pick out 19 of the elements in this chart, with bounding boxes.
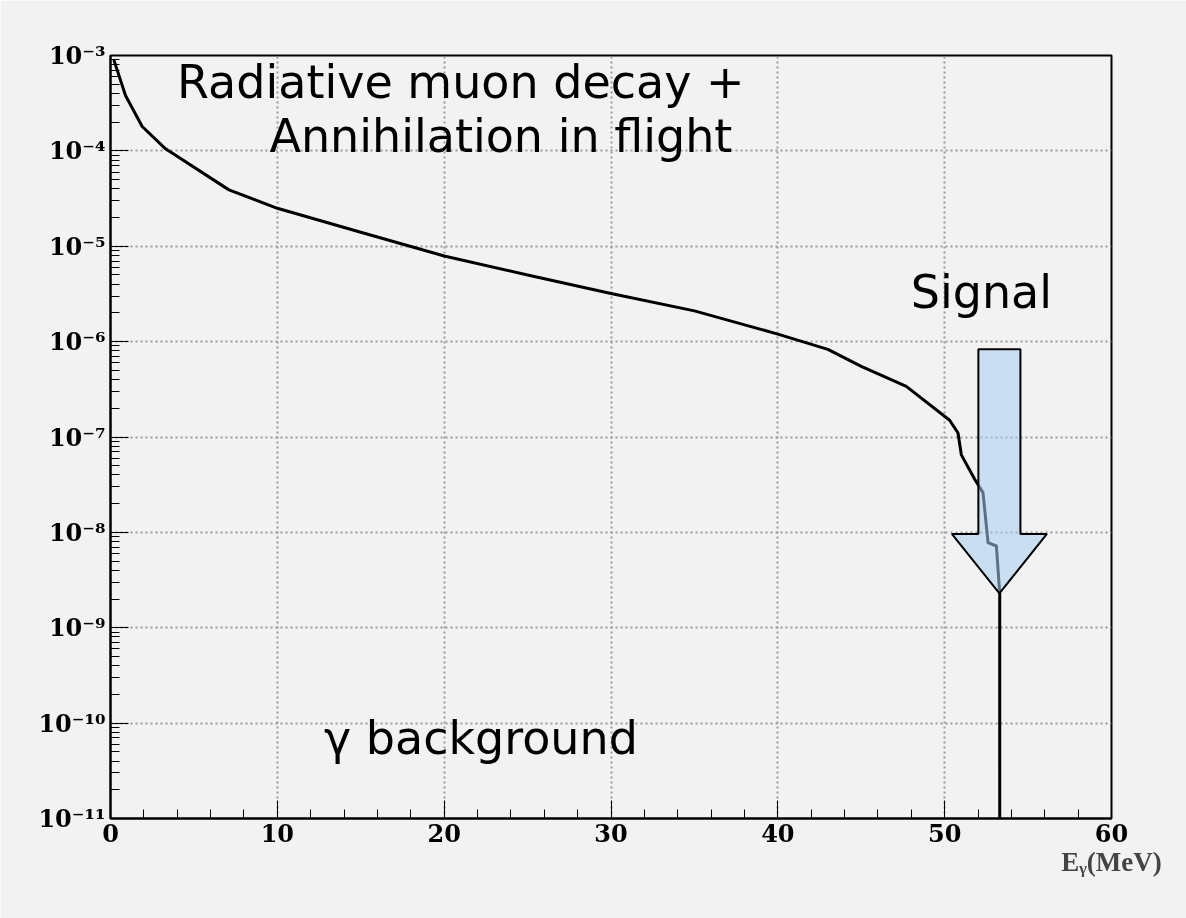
y-tick-label: 10⁻⁹ — [48, 613, 106, 643]
x-tick-label: 60 — [1094, 818, 1129, 848]
y-tick-label: 10⁻¹⁰ — [38, 708, 106, 738]
annotation: γ background — [323, 711, 638, 766]
x-tick-label: 20 — [427, 818, 461, 848]
y-tick-label: 10⁻⁴ — [48, 136, 106, 166]
x-tick-label: 30 — [594, 818, 628, 848]
x-axis-title: Eᵧ(MeV) — [1061, 846, 1162, 877]
x-tick-label: 10 — [260, 818, 295, 848]
annotation: Radiative muon decay + — [177, 55, 745, 110]
y-tick-label: 10⁻⁸ — [48, 517, 106, 547]
annotation: Signal — [910, 265, 1053, 320]
y-tick-label: 10⁻⁵ — [48, 231, 106, 261]
y-tick-label: 10⁻⁶ — [48, 327, 106, 357]
x-tick-label: 50 — [927, 818, 962, 848]
annotation: Annihilation in flight — [269, 108, 733, 163]
y-tick-label: 10⁻⁷ — [48, 422, 106, 452]
x-tick-label: 40 — [761, 818, 795, 848]
y-tick-label: 10⁻³ — [48, 41, 106, 70]
